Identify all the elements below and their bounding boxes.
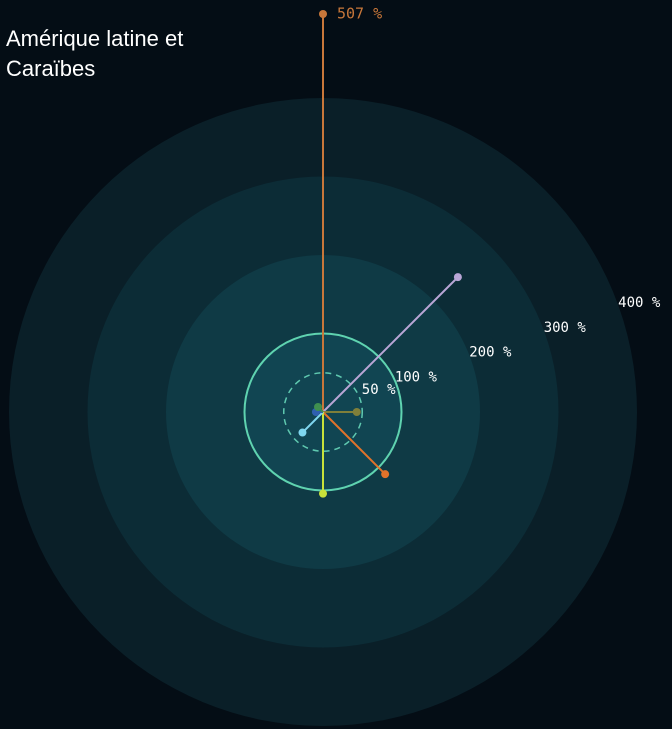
spoke-end [314, 403, 323, 412]
spoke-end [453, 273, 462, 282]
chart-title: Amérique latine et Caraïbes [6, 26, 184, 81]
ring [283, 372, 363, 452]
ring-label: 200 % [469, 345, 512, 361]
spoke [322, 411, 386, 475]
spoke-end [319, 10, 327, 19]
ring-label: 50 % [362, 382, 396, 398]
spoke-end [381, 470, 390, 479]
ring-label: 400 % [618, 295, 661, 311]
ring-label: 100 % [395, 370, 438, 386]
spoke [301, 411, 324, 434]
ring-label: 300 % [544, 320, 587, 336]
spoke-end [319, 489, 327, 498]
spoke [322, 276, 459, 413]
value-label: 507 % [337, 5, 382, 23]
spoke-end [352, 408, 361, 416]
spoke-end [298, 428, 307, 437]
